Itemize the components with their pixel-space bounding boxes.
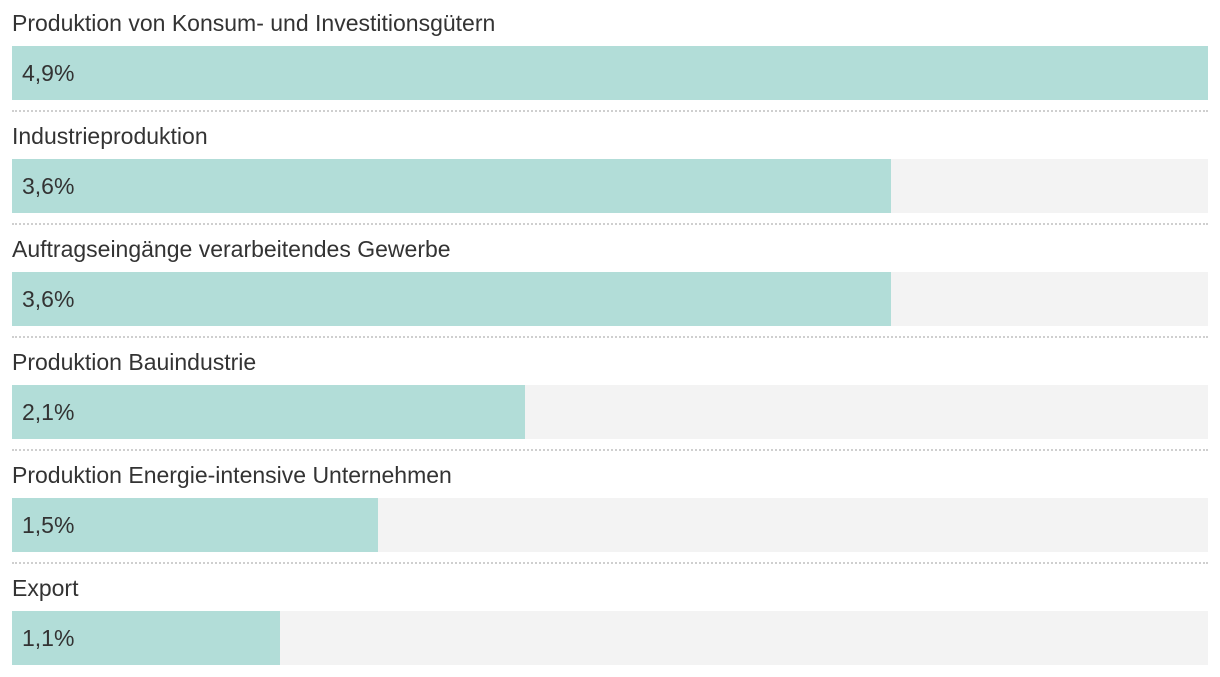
value-label: 3,6% — [22, 173, 75, 199]
row-divider — [12, 223, 1208, 225]
bar — [12, 46, 1208, 100]
bar — [12, 611, 280, 665]
bar-track: 2,1% — [12, 385, 1208, 439]
value-label: 4,9% — [22, 60, 75, 86]
value-label: 1,1% — [22, 625, 75, 651]
bar — [12, 498, 378, 552]
bar — [12, 159, 891, 213]
bar-track: 1,1% — [12, 611, 1208, 665]
bar-track: 3,6% — [12, 272, 1208, 326]
bar — [12, 272, 891, 326]
bar-row: Export 1,1% — [12, 565, 1208, 677]
row-divider — [12, 336, 1208, 338]
bar — [12, 385, 525, 439]
category-label: Industrieproduktion — [12, 123, 208, 149]
bar-row: Produktion von Konsum- und Investitionsg… — [12, 0, 1208, 112]
bar-track: 3,6% — [12, 159, 1208, 213]
row-divider — [12, 562, 1208, 564]
bar-track: 1,5% — [12, 498, 1208, 552]
row-divider — [12, 449, 1208, 451]
bar-row: Auftragseingänge verarbeitendes Gewerbe 3… — [12, 226, 1208, 338]
value-label: 3,6% — [22, 286, 75, 312]
value-label: 1,5% — [22, 512, 75, 538]
category-label: Produktion Energie-intensive Unternehmen — [12, 462, 452, 488]
bar-row: Produktion Bauindustrie 2,1% — [12, 339, 1208, 451]
category-label: Produktion von Konsum- und Investitionsg… — [12, 10, 496, 36]
category-label: Produktion Bauindustrie — [12, 349, 257, 375]
bar-row: Produktion Energie-intensive Unternehmen… — [12, 452, 1208, 564]
value-label: 2,1% — [22, 399, 75, 425]
category-label: Auftragseingänge verarbeitendes Gewerbe — [12, 236, 451, 262]
row-divider — [12, 110, 1208, 112]
category-label: Export — [12, 575, 79, 601]
bar-row: Industrieproduktion 3,6% — [12, 113, 1208, 225]
bar-track: 4,9% — [12, 46, 1208, 100]
